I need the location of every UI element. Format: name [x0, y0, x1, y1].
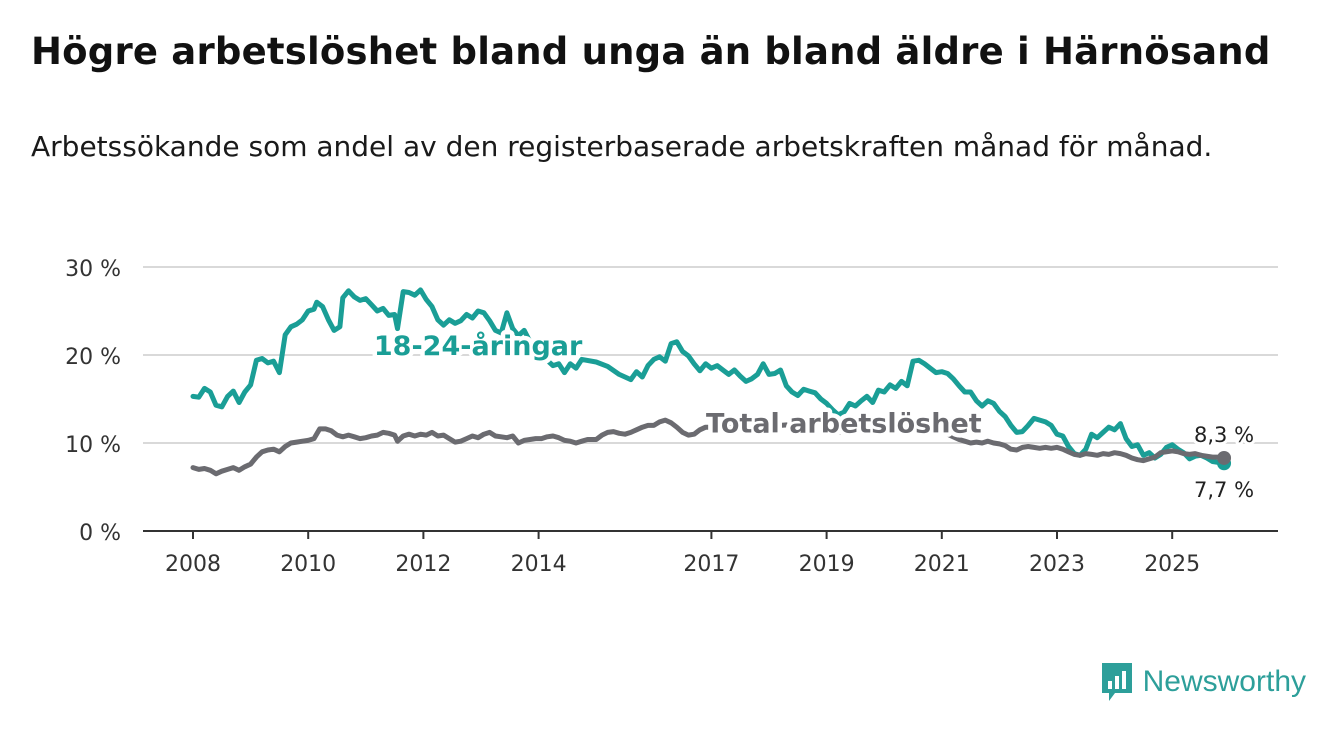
newsworthy-logo-icon [1101, 663, 1132, 701]
x-tick-label: 2017 [683, 552, 739, 577]
y-tick-label: 30 % [65, 257, 121, 282]
end-value-label: 8,3 % [1194, 423, 1254, 447]
series-end-point-2 [1217, 450, 1232, 465]
y-tick-label: 20 % [65, 345, 121, 370]
axes: 0 % 10 % 20 % 30 % 2008 2010 2012 2014 2017 2019 2… [65, 257, 1278, 577]
end-value-label: 7,7 % [1194, 478, 1254, 502]
x-tick-label: 2021 [914, 552, 970, 577]
brand-name: Newsworthy [1142, 665, 1306, 698]
y-tick-label: 10 % [65, 433, 121, 458]
x-tick-label: 2012 [395, 552, 451, 577]
x-tick-label: 2008 [165, 552, 221, 577]
x-tick-label: 2014 [511, 552, 567, 577]
brand-logo: Newsworthy [1099, 660, 1306, 704]
y-tick-label: 0 % [79, 521, 121, 546]
chart-title: Högre arbetslöshet bland unga än bland ä… [31, 30, 1271, 73]
series-line-1 [190, 287, 1227, 466]
x-tick-label: 2010 [280, 552, 336, 577]
series-label-1: 18-24-åringar [374, 330, 583, 362]
series-line-2 [190, 417, 1227, 477]
x-tick-label: 2019 [799, 552, 855, 577]
x-tick-label: 2023 [1029, 552, 1085, 577]
chart-subtitle: Arbetssökande som andel av den registerb… [31, 130, 1213, 163]
x-tick-label: 2025 [1144, 552, 1200, 577]
series-lines [190, 287, 1232, 477]
series-labels: 18-24-åringar Total arbetslöshet 8,3 % 7,7 … [369, 326, 1257, 506]
series-label-2: Total arbetslöshet [706, 409, 982, 440]
